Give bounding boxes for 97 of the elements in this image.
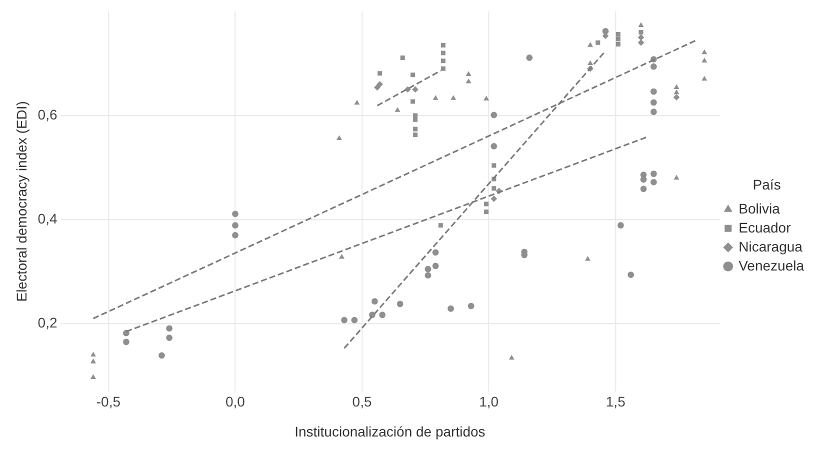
point bbox=[702, 49, 708, 54]
point bbox=[410, 72, 416, 78]
point bbox=[674, 89, 680, 94]
point bbox=[440, 50, 446, 56]
point bbox=[702, 58, 708, 62]
point bbox=[90, 374, 96, 379]
point bbox=[466, 78, 472, 84]
point bbox=[424, 272, 432, 279]
point bbox=[526, 54, 533, 61]
point bbox=[596, 40, 600, 45]
legend-title: País bbox=[752, 176, 781, 192]
point bbox=[638, 39, 644, 46]
point bbox=[640, 176, 647, 183]
point bbox=[466, 71, 472, 76]
point bbox=[640, 186, 647, 192]
point bbox=[166, 334, 173, 341]
point bbox=[341, 316, 348, 324]
point bbox=[354, 100, 360, 105]
point bbox=[618, 222, 624, 229]
point bbox=[638, 34, 644, 41]
point bbox=[410, 99, 416, 104]
point bbox=[616, 32, 620, 37]
point bbox=[674, 174, 680, 180]
point bbox=[440, 42, 446, 48]
point bbox=[351, 316, 358, 324]
y-tick-label: 0,6 bbox=[38, 106, 58, 122]
point bbox=[413, 113, 418, 118]
point bbox=[492, 163, 496, 168]
point bbox=[584, 256, 591, 261]
point bbox=[508, 354, 514, 360]
point bbox=[702, 76, 708, 81]
x-tick-label: 0,5 bbox=[352, 394, 372, 410]
point bbox=[650, 170, 657, 178]
x-tick-label: 0,0 bbox=[226, 394, 246, 410]
point bbox=[650, 63, 657, 70]
point bbox=[484, 202, 489, 206]
point bbox=[588, 60, 594, 66]
point bbox=[413, 132, 418, 138]
point bbox=[490, 112, 498, 118]
legend-label: Ecuador bbox=[738, 219, 792, 236]
point bbox=[400, 55, 405, 60]
point bbox=[490, 143, 498, 150]
point bbox=[396, 300, 404, 308]
point bbox=[413, 117, 418, 122]
point bbox=[378, 71, 382, 76]
legend-label: Venezuela bbox=[738, 257, 804, 274]
point bbox=[490, 196, 498, 202]
legend-label: Nicaragua bbox=[738, 238, 803, 254]
y-tick-label: 0,2 bbox=[38, 314, 58, 331]
point bbox=[424, 266, 432, 272]
point bbox=[674, 84, 680, 89]
point bbox=[90, 352, 96, 357]
point bbox=[438, 223, 443, 228]
point bbox=[492, 186, 496, 191]
point bbox=[638, 22, 644, 28]
point bbox=[432, 249, 439, 256]
point bbox=[432, 95, 438, 100]
point bbox=[638, 30, 644, 34]
point bbox=[376, 81, 383, 88]
point bbox=[336, 135, 342, 140]
point bbox=[602, 28, 609, 34]
point bbox=[432, 262, 439, 270]
point bbox=[440, 58, 446, 64]
point bbox=[616, 36, 620, 42]
x-tick-label: -0,5 bbox=[96, 394, 121, 410]
x-axis-title: Institucionalización de partidos bbox=[294, 423, 486, 440]
point bbox=[440, 66, 446, 71]
point bbox=[588, 42, 594, 47]
point bbox=[166, 325, 173, 332]
point bbox=[158, 352, 165, 359]
point bbox=[650, 108, 657, 116]
x-tick-label: 1,5 bbox=[606, 394, 626, 410]
point bbox=[616, 42, 620, 46]
point bbox=[448, 305, 454, 312]
point bbox=[394, 107, 400, 112]
point bbox=[450, 95, 456, 100]
point bbox=[90, 358, 96, 364]
point bbox=[628, 272, 634, 278]
y-axis-title: Electoral democracy index (EDI) bbox=[13, 101, 30, 302]
point bbox=[650, 99, 657, 106]
point bbox=[412, 86, 418, 93]
point bbox=[232, 210, 238, 218]
y-tick-label: 0,4 bbox=[38, 210, 58, 226]
point bbox=[372, 298, 378, 305]
point bbox=[232, 232, 238, 238]
x-tick-label: 1,0 bbox=[479, 394, 499, 410]
point bbox=[122, 338, 130, 346]
point bbox=[650, 178, 657, 186]
point bbox=[468, 302, 474, 310]
point bbox=[232, 222, 238, 229]
point bbox=[650, 88, 657, 95]
point bbox=[484, 210, 489, 214]
point bbox=[379, 312, 386, 318]
point bbox=[484, 96, 490, 100]
legend-label: Bolivia bbox=[738, 200, 780, 216]
point bbox=[413, 126, 418, 132]
point bbox=[338, 254, 345, 259]
